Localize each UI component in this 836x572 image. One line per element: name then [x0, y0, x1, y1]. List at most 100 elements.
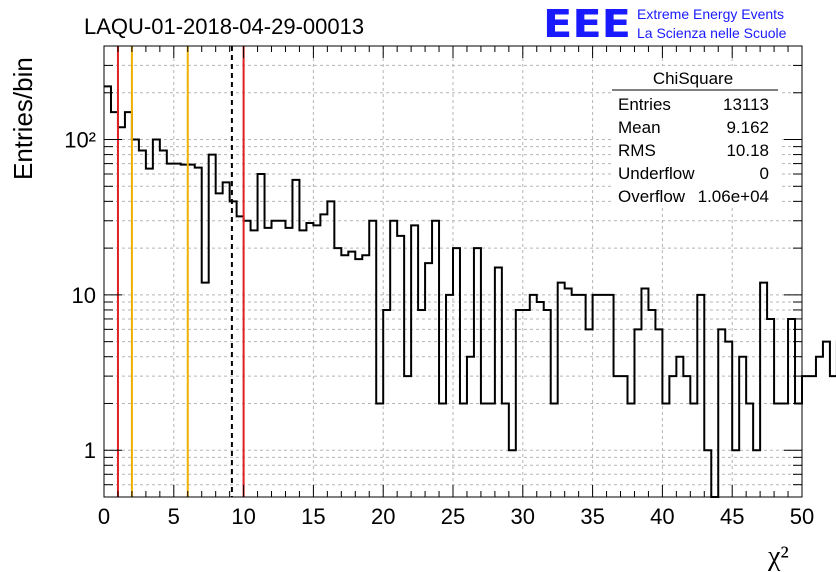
histogram-bin	[306, 223, 313, 497]
histogram-bin	[774, 403, 781, 497]
histogram-bin	[767, 319, 774, 497]
histogram-bin	[788, 319, 795, 497]
histogram-bin	[223, 182, 230, 497]
histogram-bin	[530, 295, 537, 497]
histogram-bin	[634, 329, 641, 497]
histogram-bin	[418, 310, 425, 497]
histogram-bin	[579, 295, 586, 497]
x-tick-label: 30	[511, 504, 535, 529]
stats-row-label: Underflow	[618, 164, 695, 183]
histogram-bin	[327, 201, 334, 497]
x-tick-label: 0	[98, 504, 110, 529]
x-tick-label: 20	[371, 504, 395, 529]
histogram-bin	[628, 403, 635, 497]
histogram-bin	[348, 252, 355, 497]
histogram-bin	[244, 221, 251, 497]
histogram-bin	[523, 310, 530, 497]
histogram-bin	[404, 376, 411, 497]
stats-box: ChiSquare Entries 13113 Mean 9.162 RMS 10.18 U…	[612, 66, 782, 206]
histogram-bin	[425, 263, 432, 497]
histogram-bin	[648, 310, 655, 497]
histogram-bin	[607, 295, 614, 497]
stats-rows: Entries 13113 Mean 9.162 RMS 10.18 Underflow 0 O…	[618, 95, 769, 206]
eee-logo: EEE	[543, 2, 631, 46]
histogram-bin	[334, 248, 341, 497]
histogram-bin	[125, 112, 132, 497]
histogram-bin	[439, 403, 446, 497]
eee-name-line: Extreme Energy Events	[637, 6, 784, 22]
histogram-bin	[285, 228, 292, 497]
histogram-bin	[341, 255, 348, 497]
histogram-bin	[760, 283, 767, 497]
histogram-bin	[641, 288, 648, 497]
histogram-bin	[621, 376, 628, 497]
histogram-bin	[446, 295, 453, 497]
histogram-bin	[537, 302, 544, 497]
y-axis-label: Entries/bin	[8, 57, 38, 180]
histogram-bin	[802, 376, 809, 497]
histogram-bin	[369, 221, 376, 497]
histogram-bin	[258, 174, 265, 497]
histogram-bin	[488, 403, 495, 497]
histogram-bin	[355, 259, 362, 497]
histogram-bin	[481, 403, 488, 497]
histogram-bin	[732, 450, 739, 497]
x-axis: 0 5 10 15 20 25 30 35 40 45 50	[98, 46, 814, 529]
histogram-bin	[251, 230, 258, 497]
histogram-bin	[160, 150, 167, 497]
histogram-bin	[153, 140, 160, 497]
histogram-bin	[683, 376, 690, 497]
stats-row-value: 10.18	[726, 141, 769, 160]
histogram-bin	[551, 403, 558, 497]
histogram-bin	[181, 165, 188, 497]
stats-row-label: Mean	[618, 118, 661, 137]
x-axis-label: χ²	[767, 541, 789, 572]
histogram-bin	[237, 216, 244, 497]
y-axis: 1 10 10²	[64, 45, 802, 498]
histogram-bin	[118, 127, 125, 497]
histogram-bin	[655, 329, 662, 497]
histogram-bin	[320, 214, 327, 497]
histogram-bin	[676, 357, 683, 497]
stats-row-value: 9.162	[726, 118, 769, 137]
histogram-bin	[279, 221, 286, 497]
histogram-bin	[265, 228, 272, 497]
histogram-outline	[104, 85, 836, 498]
stats-box-background	[612, 66, 782, 206]
histogram-bin	[313, 225, 320, 497]
histogram-bin	[830, 376, 836, 497]
x-tick-label: 10	[231, 504, 255, 529]
histogram-bin	[411, 225, 418, 497]
histogram-bin	[593, 295, 600, 497]
histogram-bin	[495, 268, 502, 497]
histogram-bin	[704, 450, 711, 497]
reference-lines	[116, 46, 245, 497]
histogram-bin	[586, 329, 593, 497]
histogram-bin	[690, 403, 697, 497]
histogram-bin	[453, 248, 460, 497]
histogram-bin	[823, 342, 830, 497]
histogram-bin	[662, 403, 669, 497]
y-tick-label: 10²	[64, 128, 96, 153]
histogram-bin	[292, 180, 299, 497]
histogram-bin	[272, 221, 279, 497]
stats-row-value: 0	[760, 164, 769, 183]
y-tick-label: 10	[72, 283, 96, 308]
histogram-bin	[739, 357, 746, 497]
histogram-bin	[111, 112, 118, 497]
histogram-bin	[167, 164, 174, 497]
plot-grid	[104, 46, 802, 497]
histogram-bin	[572, 295, 579, 497]
x-tick-label: 35	[580, 504, 604, 529]
histogram-bin	[146, 169, 153, 497]
histogram-bin	[397, 236, 404, 497]
histogram-bin	[216, 193, 223, 497]
histogram-bin	[753, 450, 760, 497]
histogram-bin	[195, 168, 202, 497]
y-tick-label: 1	[84, 438, 96, 463]
histogram-bin	[600, 295, 607, 497]
histogram-bin	[132, 140, 139, 497]
histogram-bin	[565, 288, 572, 497]
histogram-bin	[516, 310, 523, 497]
